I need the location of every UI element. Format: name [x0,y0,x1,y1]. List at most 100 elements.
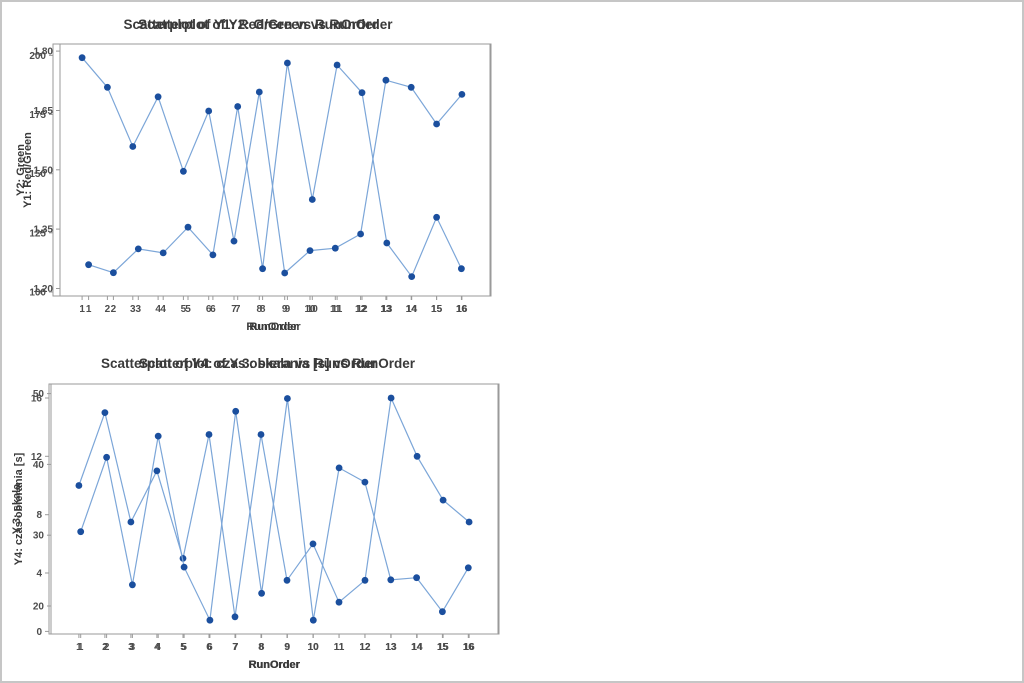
x-tick-label: 16 [456,304,468,315]
data-point [383,239,391,247]
x-tick-label: 15 [438,642,450,653]
x-tick-label: 15 [431,304,443,315]
y-tick-label: 20 [33,602,45,613]
chart-title: Scatterplot of Y4: czas obierania [s] vs… [101,356,416,371]
data-point [205,107,213,115]
x-tick-label: 10 [304,304,316,315]
x-tick-label: 2 [102,642,108,653]
x-tick-label: 13 [386,642,398,653]
x-axis-label: RunOrder [246,321,298,333]
quadrant-top-left: 1,80 1,65 1,50 1,35 1,20 1 2 3 4 5 6 7 8 9 10 11 12 13 14 1… [2,2,514,343]
y-tick-label: 1,50 [34,165,54,176]
data-point [154,93,162,101]
y-tick-label: 16 [31,394,43,405]
x-tick-label: 9 [285,304,291,315]
data-point [85,261,92,269]
y-tick-label: 150 [29,169,46,180]
data-point [335,598,343,606]
data-point [284,395,291,402]
data-point [258,589,265,597]
data-point [333,61,341,69]
data-point [257,431,265,438]
data-point [209,251,217,259]
data-point [458,265,465,273]
data-point [387,394,395,402]
y-tick-label: 1,35 [34,225,54,236]
x-tick-label: 1 [86,304,92,315]
data-point [154,432,162,440]
x-tick-label: 7 [231,304,237,315]
data-point [283,576,291,584]
x-tick-label: 6 [207,642,213,653]
y-tick-label: 30 [33,531,45,542]
quadrant-bottom-right: 50 40 30 20 1 2 3 4 5 6 7 8 9 10 11 12 13 14 15 16 Scatterpl… [2,341,514,681]
x-tick-label: 8 [259,642,265,653]
y-tick-label: 8 [36,510,42,521]
data-point [281,269,289,277]
x-tick-label: 9 [285,642,291,653]
x-tick-label: 12 [359,642,371,653]
series-line [88,62,462,278]
x-tick-label: 7 [233,642,239,653]
data-point [234,103,242,110]
data-point [77,528,85,536]
chart-title: Scatterplot of Y2: Green vs RunOrder [138,17,379,32]
plot-frame [50,383,499,635]
scatterplot-y1-red-green: 1,801,651,501,351,201 2 3 4 5 6 7 8 9 10 11 12 13 14 1… [22,17,491,333]
x-tick-label: 9 [284,642,290,653]
x-tick-label: 3 [136,304,142,315]
data-point [101,409,109,416]
data-point [465,518,473,526]
x-tick-label: 9 [282,304,288,315]
data-point [458,91,466,98]
data-point [159,249,167,257]
x-tick-label: 1 [79,304,85,315]
data-point [110,269,117,277]
data-point [361,576,369,584]
data-point [78,54,86,62]
x-tick-label: 2 [105,304,111,315]
x-tick-label: 14 [411,642,423,653]
data-point [103,453,110,461]
data-point [153,467,161,475]
data-point [306,247,314,255]
x-tick-label: 10 [307,304,319,315]
data-point [382,76,390,84]
y-tick-label: 12 [31,452,43,463]
y-tick-label: 0 [36,627,42,638]
x-tick-label: 8 [257,304,263,315]
data-point [127,518,135,526]
data-point [309,540,317,548]
data-point [205,431,213,438]
y-tick-label: 1,65 [34,106,54,117]
x-tick-label: 11 [334,642,345,653]
x-tick-label: 10 [307,642,319,653]
data-point [413,574,420,582]
x-tick-label: 5 [185,304,191,315]
x-tick-label: 14 [406,304,418,315]
x-tick-label: 5 [181,304,187,315]
data-point [255,88,263,96]
y-tick-label: 50 [33,389,45,400]
data-point [464,564,472,572]
quadrant-top-right: 200 175 150 125 100 1 2 3 4 5 6 7 8 9 10 11 12 13 14 15 16 Sc… [2,2,514,343]
y-tick-label: 1,20 [34,284,54,295]
x-tick-label: 15 [431,304,443,315]
x-tick-label: 11 [332,304,343,315]
x-tick-label: 3 [130,642,136,653]
x-tick-label: 1 [76,642,82,653]
data-point [309,616,317,624]
data-point [231,613,239,621]
x-tick-label: 3 [130,304,136,315]
x-axis-label: RunOrder [248,659,300,671]
y-tick-label: 175 [29,110,46,121]
data-point [335,464,343,472]
y-axis-label: Y1: Red/Green [22,132,34,208]
data-point [358,89,366,97]
x-tick-label: 13 [380,304,392,315]
x-tick-label: 15 [437,642,449,653]
x-tick-label: 5 [181,642,187,653]
y-axis-label: Y2: Green [15,144,27,196]
x-tick-label: 16 [464,642,476,653]
